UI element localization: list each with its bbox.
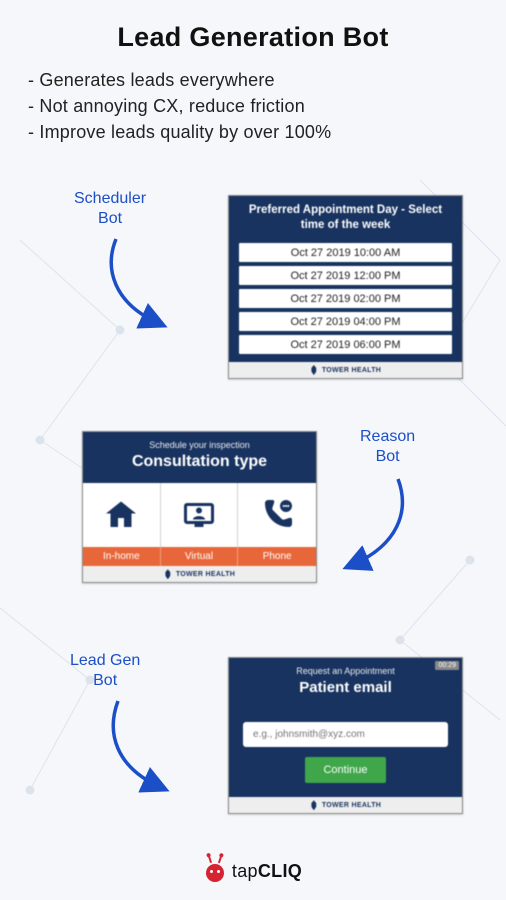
leadgen-title: Patient email [243,679,448,696]
arrow-icon [328,471,418,581]
scheduler-section: SchedulerBot Preferred Appointment Day -… [28,195,478,395]
reason-label: ReasonBot [360,427,415,467]
reason-title: Consultation type [89,453,310,471]
page-title: Lead Generation Bot [28,22,478,53]
tapcliq-logo-text: tapCLIQ [232,861,302,882]
widget-footer: TOWER HEALTH [83,566,316,582]
option-phone[interactable] [238,483,316,547]
bullet-list: - Generates leads everywhere - Not annoy… [28,67,478,145]
reason-subtitle: Schedule your inspection [89,440,310,450]
scheduler-label: SchedulerBot [74,189,146,229]
option-label: In-home [83,547,161,566]
scheduler-header: Preferred Appointment Day - Select time … [229,196,462,239]
leadgen-section: Lead GenBot 00:29 Request an Appointment… [28,657,478,847]
tower-icon [164,569,172,579]
reason-section: ReasonBot Schedule your inspection Consu… [28,431,478,621]
widget-footer: TOWER HEALTH [229,362,462,378]
widget-brand: TOWER HEALTH [322,802,381,809]
scheduler-widget: Preferred Appointment Day - Select time … [228,195,463,379]
widget-brand: TOWER HEALTH [176,571,235,578]
tower-icon [310,365,318,375]
widget-footer: TOWER HEALTH [229,797,462,813]
option-in-home[interactable] [83,483,161,547]
home-icon [103,497,139,533]
bullet-item: - Improve leads quality by over 100% [28,119,478,145]
scheduler-slot-list: Oct 27 2019 10:00 AM Oct 27 2019 12:00 P… [229,239,462,362]
tower-icon [310,800,318,810]
option-label: Phone [238,547,316,566]
bullet-item: - Generates leads everywhere [28,67,478,93]
time-slot-button[interactable]: Oct 27 2019 10:00 AM [239,243,452,262]
bullet-item: - Not annoying CX, reduce friction [28,93,478,119]
arrow-icon [98,693,188,803]
time-slot-button[interactable]: Oct 27 2019 04:00 PM [239,312,452,331]
reason-widget: Schedule your inspection Consultation ty… [82,431,317,583]
time-slot-button[interactable]: Oct 27 2019 02:00 PM [239,289,452,308]
continue-button[interactable]: Continue [305,757,385,783]
reason-labels-row: In-home Virtual Phone [83,547,316,566]
time-slot-button[interactable]: Oct 27 2019 06:00 PM [239,335,452,354]
option-virtual[interactable] [161,483,239,547]
leadgen-label: Lead GenBot [70,651,140,691]
email-input[interactable] [243,722,448,747]
arrow-icon [96,231,186,341]
virtual-icon [181,497,217,533]
leadgen-subtitle: Request an Appointment [243,666,448,676]
page-footer: tapCLIQ [0,860,506,882]
phone-icon [259,497,295,533]
widget-brand: TOWER HEALTH [322,367,381,374]
reason-header: Schedule your inspection Consultation ty… [83,432,316,483]
option-label: Virtual [161,547,239,566]
time-slot-button[interactable]: Oct 27 2019 12:00 PM [239,266,452,285]
tapcliq-logo-icon [204,860,226,882]
leadgen-widget: 00:29 Request an Appointment Patient ema… [228,657,463,814]
